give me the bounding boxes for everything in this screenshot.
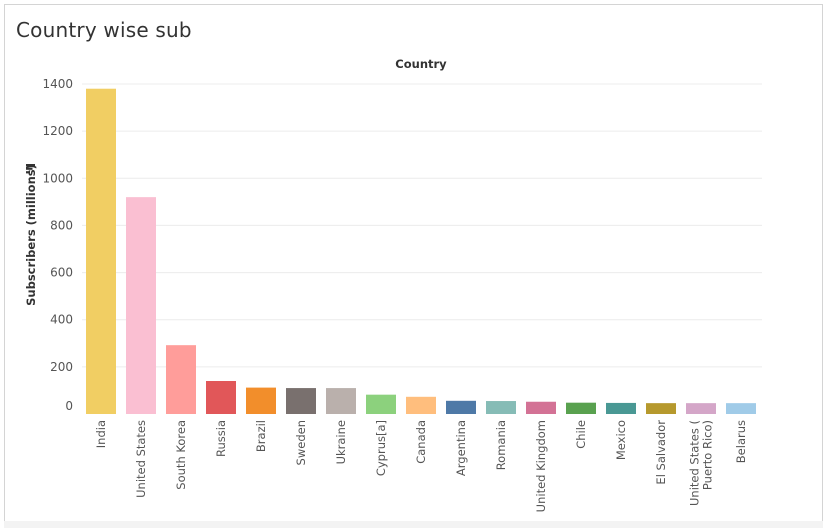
bar[interactable] <box>406 396 436 414</box>
scroll-footer <box>4 521 823 528</box>
bar[interactable] <box>566 402 596 414</box>
x-tick-label: United States (Puerto Rico) <box>688 420 715 506</box>
bar[interactable] <box>166 345 196 414</box>
sort-descending-icon[interactable] <box>26 164 35 174</box>
y-axis-ticks: 0 200 400 600 800 1000 1200 1400 <box>42 77 73 413</box>
bar[interactable] <box>446 400 476 414</box>
bar[interactable] <box>326 388 356 414</box>
x-tick-label: Chile <box>574 420 588 449</box>
x-tick-label: Brazil <box>254 420 268 452</box>
x-tick-label: United States <box>134 420 148 498</box>
x-tick-label: Cyprus[a] <box>374 420 388 476</box>
bars <box>86 88 756 414</box>
page-title: Country wise sub <box>16 18 192 42</box>
x-tick-label: El Salvador <box>654 420 668 485</box>
bar[interactable] <box>526 401 556 414</box>
x-axis-labels: India United States South Korea Russia Brazi… <box>94 420 748 513</box>
bar[interactable] <box>366 394 396 414</box>
bar[interactable] <box>126 197 156 414</box>
x-tick-label: Canada <box>414 420 428 464</box>
x-tick-label: India <box>94 420 108 448</box>
bar[interactable] <box>606 402 636 414</box>
gridlines <box>82 83 762 368</box>
bar[interactable] <box>486 401 516 414</box>
x-tick-label: Russia <box>214 420 228 457</box>
x-tick-label: Argentina <box>454 420 468 476</box>
y-tick-label: 1400 <box>42 77 73 91</box>
y-tick-label: 1200 <box>42 124 73 138</box>
y-tick-label: 200 <box>50 360 73 374</box>
y-tick-label: 600 <box>50 266 73 280</box>
bar[interactable] <box>646 403 676 414</box>
bar[interactable] <box>206 381 236 414</box>
x-tick-label: South Korea <box>174 420 188 490</box>
y-tick-label: 800 <box>50 218 73 232</box>
x-tick-label: Ukraine <box>334 420 348 464</box>
x-tick-label: Belarus <box>734 420 748 463</box>
bar[interactable] <box>86 88 116 414</box>
y-tick-label: 1000 <box>42 171 73 185</box>
bar[interactable] <box>246 387 276 414</box>
column-header: Country <box>395 57 447 71</box>
y-tick-label: 0 <box>65 399 73 413</box>
bar[interactable] <box>726 403 756 414</box>
x-tick-label: Romania <box>494 420 508 470</box>
y-axis-title: Subscribers (millions) <box>24 164 38 306</box>
bar[interactable] <box>286 388 316 414</box>
x-tick-label: United Kingdom <box>534 420 548 512</box>
bar[interactable] <box>686 403 716 414</box>
x-tick-label: Sweden <box>294 420 308 465</box>
x-tick-label: Mexico <box>614 420 628 460</box>
y-tick-label: 400 <box>50 313 73 327</box>
